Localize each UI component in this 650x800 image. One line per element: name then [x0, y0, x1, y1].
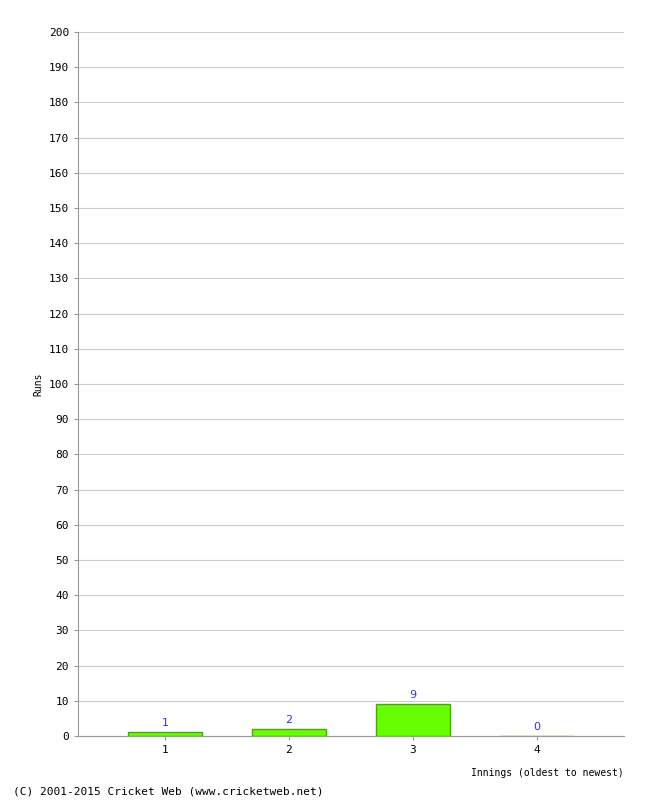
Text: 2: 2: [285, 714, 293, 725]
Text: Innings (oldest to newest): Innings (oldest to newest): [471, 768, 624, 778]
Bar: [127, 733, 202, 736]
Text: (C) 2001-2015 Cricket Web (www.cricketweb.net): (C) 2001-2015 Cricket Web (www.cricketwe…: [13, 786, 324, 796]
Text: 0: 0: [534, 722, 541, 732]
Y-axis label: Runs: Runs: [33, 372, 43, 396]
Bar: [376, 704, 450, 736]
Text: 9: 9: [410, 690, 417, 700]
Text: 1: 1: [161, 718, 168, 728]
Bar: [252, 729, 326, 736]
